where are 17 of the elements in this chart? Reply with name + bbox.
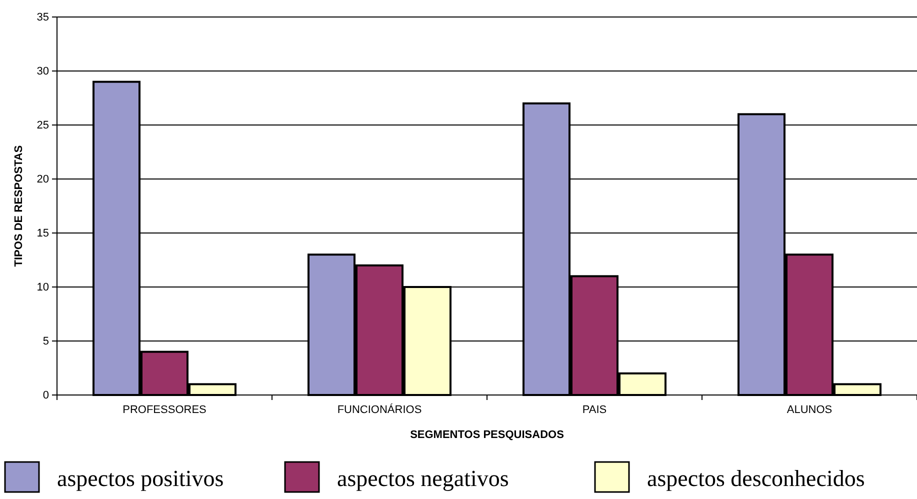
y-tick-label: 15 <box>36 228 49 240</box>
x-tick-label: PROFESSORES <box>122 404 206 416</box>
y-tick-label: 20 <box>36 174 49 186</box>
legend-label: aspectos positivos <box>57 466 224 491</box>
y-tick-label: 30 <box>36 66 49 78</box>
x-axis-title: SEGMENTOS PESQUISADOS <box>410 429 564 441</box>
y-tick-label: 35 <box>36 12 49 24</box>
y-tick-label: 25 <box>36 120 49 132</box>
x-tick-label: FUNCIONÁRIOS <box>337 402 422 416</box>
x-tick-label: PAIS <box>582 404 607 416</box>
legend-label: aspectos negativos <box>337 466 509 491</box>
y-tick-label: 5 <box>42 336 49 348</box>
y-axis-title: TIPOS DE RESPOSTAS <box>13 145 25 267</box>
x-tick-label: ALUNOS <box>786 404 832 416</box>
legend-label: aspectos desconhecidos <box>647 466 865 491</box>
y-tick-label: 10 <box>36 282 49 294</box>
y-tick-label: 0 <box>42 390 49 402</box>
